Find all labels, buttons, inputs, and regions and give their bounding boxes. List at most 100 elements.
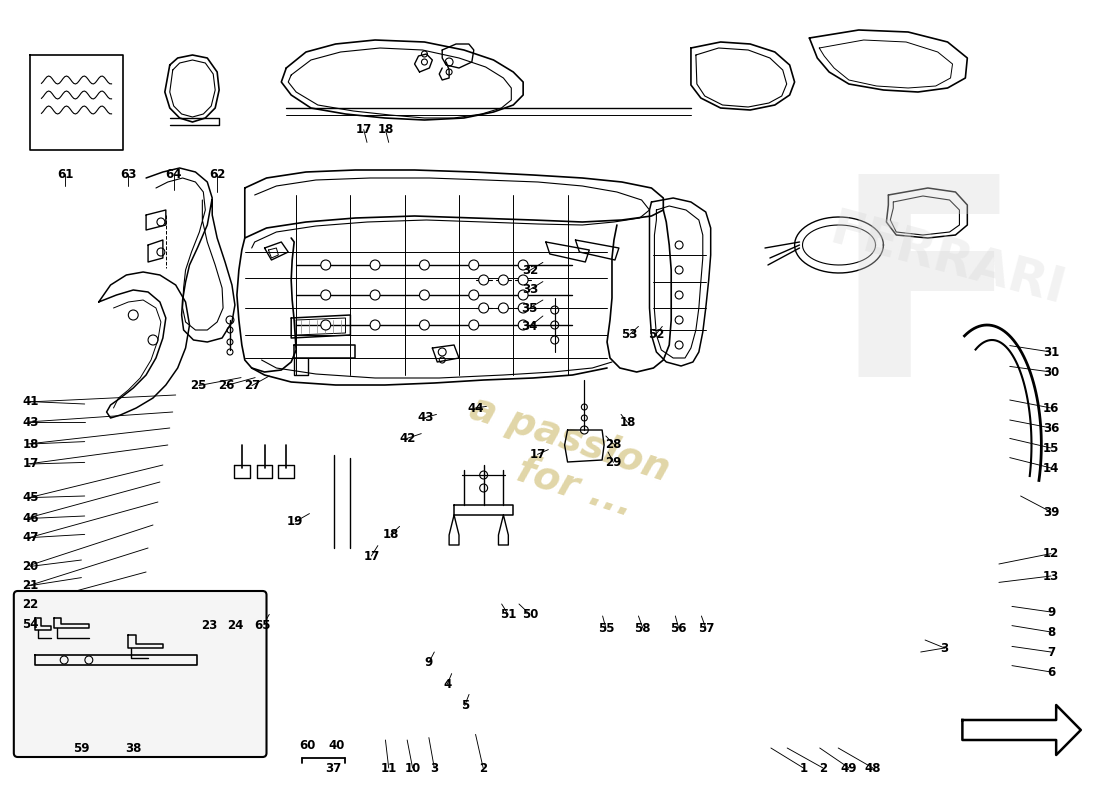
Text: 2: 2 — [480, 762, 487, 774]
Text: 7: 7 — [1047, 646, 1055, 658]
Text: 10: 10 — [405, 762, 420, 774]
Text: 31: 31 — [1043, 346, 1059, 358]
Text: 41: 41 — [22, 395, 38, 408]
Text: 18: 18 — [619, 416, 636, 429]
Text: F: F — [833, 165, 1023, 435]
Text: 56: 56 — [670, 622, 686, 634]
Text: 4: 4 — [443, 678, 451, 690]
Text: 54: 54 — [22, 618, 38, 630]
Text: 17: 17 — [529, 448, 546, 461]
Text: 57: 57 — [697, 622, 714, 634]
Text: 3: 3 — [430, 762, 439, 774]
Circle shape — [518, 303, 528, 313]
Text: 15: 15 — [1043, 442, 1059, 454]
Text: 46: 46 — [22, 512, 38, 525]
Text: 43: 43 — [417, 411, 433, 424]
Circle shape — [518, 290, 528, 300]
Text: 18: 18 — [377, 123, 394, 136]
Text: 6: 6 — [1047, 666, 1055, 678]
Text: 22: 22 — [22, 598, 38, 610]
Text: 29: 29 — [605, 456, 621, 469]
Text: 17: 17 — [22, 458, 38, 470]
Text: 20: 20 — [22, 560, 38, 573]
Text: 63: 63 — [120, 168, 136, 181]
Text: 35: 35 — [521, 302, 538, 314]
Text: 18: 18 — [22, 438, 38, 450]
Text: 5: 5 — [461, 699, 469, 712]
Text: 45: 45 — [22, 491, 38, 504]
Text: 52: 52 — [648, 328, 664, 341]
Text: 43: 43 — [22, 416, 38, 429]
Text: 62: 62 — [209, 168, 226, 181]
Text: 53: 53 — [621, 328, 638, 341]
Circle shape — [478, 303, 488, 313]
Text: 24: 24 — [228, 619, 244, 632]
Text: 13: 13 — [1043, 570, 1059, 582]
Text: 65: 65 — [254, 619, 271, 632]
Circle shape — [498, 303, 508, 313]
Text: 2: 2 — [820, 762, 827, 774]
Text: 47: 47 — [22, 531, 38, 544]
Text: 58: 58 — [635, 622, 651, 634]
Text: 28: 28 — [605, 438, 621, 450]
Text: 21: 21 — [22, 579, 38, 592]
Text: 18: 18 — [383, 528, 399, 541]
Text: 16: 16 — [1043, 402, 1059, 414]
Polygon shape — [962, 705, 1081, 755]
FancyBboxPatch shape — [14, 591, 266, 757]
Text: 8: 8 — [1047, 626, 1055, 638]
Text: 39: 39 — [1043, 506, 1059, 518]
Circle shape — [469, 260, 478, 270]
Text: 19: 19 — [287, 515, 304, 528]
Text: 27: 27 — [244, 379, 260, 392]
Text: 11: 11 — [381, 762, 397, 774]
Text: 64: 64 — [165, 168, 182, 181]
Text: 50: 50 — [521, 608, 538, 621]
Text: 12: 12 — [1043, 547, 1059, 560]
Text: 40: 40 — [329, 739, 344, 752]
Text: 25: 25 — [190, 379, 207, 392]
Text: 60: 60 — [299, 739, 316, 752]
Text: 48: 48 — [865, 762, 881, 774]
Text: 55: 55 — [597, 622, 614, 634]
Text: 17: 17 — [355, 123, 372, 136]
Text: 44: 44 — [468, 402, 484, 414]
Text: 59: 59 — [74, 742, 90, 754]
Circle shape — [419, 290, 429, 300]
Circle shape — [469, 320, 478, 330]
Circle shape — [518, 260, 528, 270]
Circle shape — [469, 290, 478, 300]
Text: 1: 1 — [800, 762, 807, 774]
Text: 38: 38 — [125, 742, 142, 754]
Text: 36: 36 — [1043, 422, 1059, 434]
Circle shape — [371, 320, 380, 330]
Text: 42: 42 — [399, 432, 416, 445]
Text: 49: 49 — [840, 762, 857, 774]
Circle shape — [321, 320, 331, 330]
Text: 33: 33 — [521, 283, 538, 296]
Text: 51: 51 — [500, 608, 516, 621]
Circle shape — [371, 260, 380, 270]
Circle shape — [321, 260, 331, 270]
Text: a passion
   for ...: a passion for ... — [451, 389, 674, 531]
Text: 3: 3 — [940, 642, 948, 654]
Text: FERRARI: FERRARI — [825, 206, 1070, 314]
Circle shape — [419, 260, 429, 270]
Text: 32: 32 — [521, 264, 538, 277]
Text: 37: 37 — [326, 762, 341, 774]
Text: 34: 34 — [521, 320, 538, 333]
Circle shape — [371, 290, 380, 300]
Text: 23: 23 — [201, 619, 218, 632]
Text: 61: 61 — [57, 168, 74, 181]
Text: 14: 14 — [1043, 462, 1059, 474]
Circle shape — [498, 275, 508, 285]
Circle shape — [518, 275, 528, 285]
Circle shape — [419, 320, 429, 330]
Circle shape — [478, 275, 488, 285]
Circle shape — [518, 320, 528, 330]
Text: 17: 17 — [363, 550, 379, 562]
Text: 9: 9 — [425, 656, 433, 669]
Text: 30: 30 — [1043, 366, 1059, 378]
Circle shape — [321, 290, 331, 300]
Text: 9: 9 — [1047, 606, 1055, 618]
